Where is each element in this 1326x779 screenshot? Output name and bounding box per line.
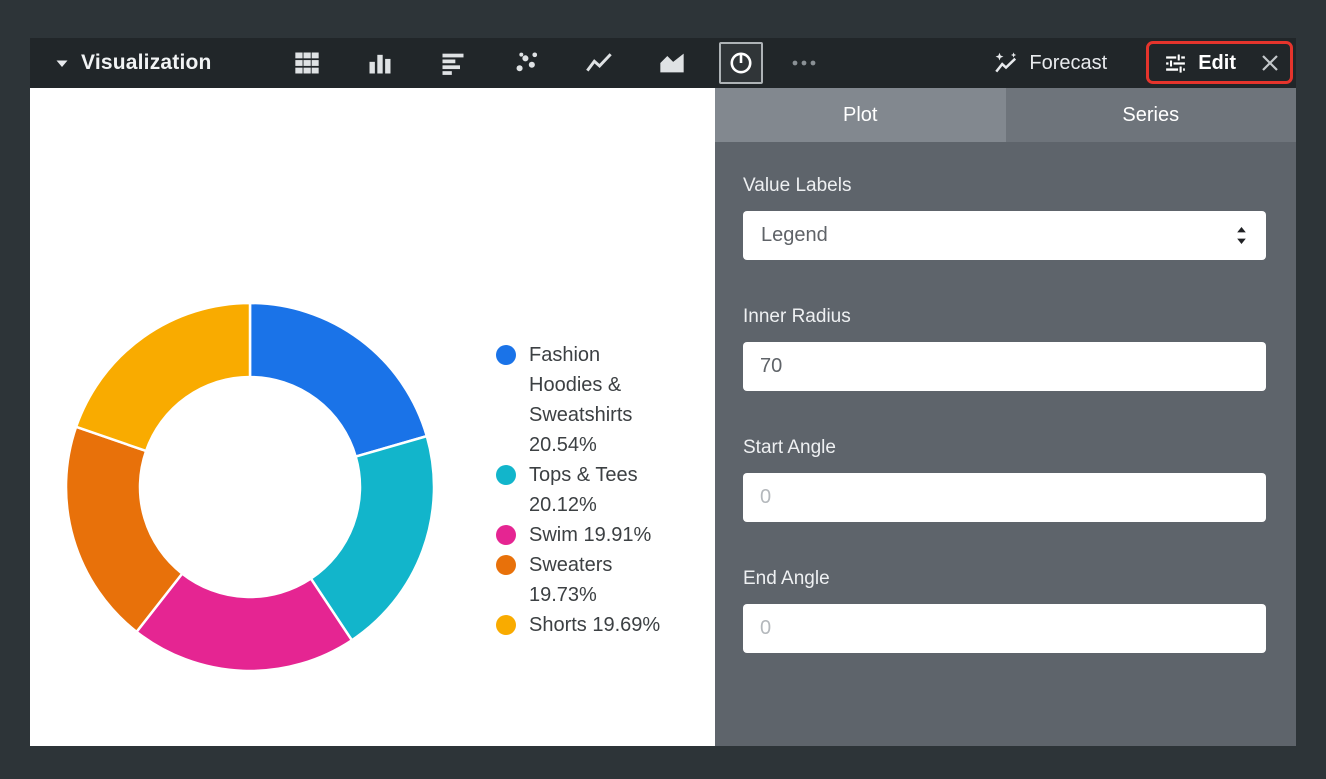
legend-dot <box>496 345 516 365</box>
end-angle-input[interactable] <box>743 604 1266 653</box>
edit-panel: Plot Series Value Labels Legend Inner Ra… <box>715 88 1296 746</box>
value-labels-select[interactable]: Legend <box>743 211 1266 260</box>
legend-label: Tops & Tees 20.12% <box>529 464 638 516</box>
forecast-button[interactable]: Forecast <box>993 50 1107 76</box>
pie-chart-type-selected[interactable] <box>718 42 763 84</box>
close-edit-button[interactable] <box>1258 51 1282 75</box>
forecast-sparkle-icon <box>995 52 1017 73</box>
visualization-window: Visualization <box>30 38 1296 746</box>
legend-item[interactable]: Shorts 19.69% <box>496 610 711 640</box>
donut-slice[interactable] <box>64 425 184 634</box>
legend-dot <box>496 555 516 575</box>
legend-dot <box>496 465 516 485</box>
visualization-title: Visualization <box>81 51 212 74</box>
forecast-label: Forecast <box>1029 51 1108 74</box>
tab-plot[interactable]: Plot <box>715 88 1006 142</box>
tune-icon <box>1166 52 1186 74</box>
caret-down-icon <box>56 60 68 67</box>
donut-chart <box>64 301 436 673</box>
legend-label: Shorts 19.69% <box>529 614 661 636</box>
more-horiz-icon <box>792 60 815 66</box>
end-angle-label: End Angle <box>743 568 830 589</box>
edit-panel-tabs: Plot Series <box>715 88 1296 142</box>
scatter-chart-icon[interactable] <box>512 49 540 77</box>
donut-slice[interactable] <box>309 434 436 642</box>
value-labels-selected-value: Legend <box>761 224 828 246</box>
tab-series[interactable]: Series <box>1005 88 1296 142</box>
value-labels-field: Value Labels Legend <box>743 175 1266 260</box>
pie-chart-icon <box>727 49 755 77</box>
line-chart-icon[interactable] <box>585 49 613 77</box>
donut-slice[interactable] <box>135 572 354 673</box>
legend-label: Sweaters 19.73% <box>529 554 613 606</box>
inner-radius-label: Inner Radius <box>743 306 851 327</box>
table-chart-icon[interactable] <box>293 49 321 77</box>
viz-type-toolbar <box>293 49 686 77</box>
donut-slice[interactable] <box>248 301 429 458</box>
area-chart-icon[interactable] <box>658 49 686 77</box>
close-icon <box>1262 55 1278 71</box>
legend-dot <box>496 525 516 545</box>
edit-label: Edit <box>1198 51 1236 74</box>
inner-radius-field: Inner Radius <box>743 306 1266 391</box>
start-angle-field: Start Angle <box>743 437 1266 522</box>
chart-canvas: Fashion Hoodies & Sweatshirts 20.54% Tops… <box>30 88 715 746</box>
column-chart-icon[interactable] <box>366 49 394 77</box>
chart-legend: Fashion Hoodies & Sweatshirts 20.54% Tops… <box>496 340 711 640</box>
legend-item[interactable]: Fashion Hoodies & Sweatshirts 20.54% <box>496 340 711 460</box>
edit-button[interactable]: Edit <box>1163 51 1236 76</box>
more-viz-types-button[interactable] <box>785 51 823 75</box>
bar-chart-icon[interactable] <box>439 49 467 77</box>
legend-item[interactable]: Sweaters 19.73% <box>496 550 711 610</box>
legend-dot <box>496 615 516 635</box>
legend-item[interactable]: Swim 19.91% <box>496 520 711 550</box>
updown-arrows-icon <box>1237 227 1246 244</box>
legend-label: Fashion Hoodies & Sweatshirts 20.54% <box>529 344 633 456</box>
inner-radius-input[interactable] <box>743 342 1266 391</box>
legend-item[interactable]: Tops & Tees 20.12% <box>496 460 711 520</box>
visualization-header: Visualization <box>30 38 1296 88</box>
donut-slice[interactable] <box>74 301 252 453</box>
visualization-section-toggle[interactable]: Visualization <box>55 51 212 75</box>
end-angle-field: End Angle <box>743 568 1266 653</box>
start-angle-label: Start Angle <box>743 437 836 458</box>
plot-settings-fields: Value Labels Legend Inner Radius Start A… <box>715 142 1296 699</box>
legend-label: Swim 19.91% <box>529 524 652 546</box>
start-angle-input[interactable] <box>743 473 1266 522</box>
value-labels-label: Value Labels <box>743 175 852 196</box>
window-content: Fashion Hoodies & Sweatshirts 20.54% Tops… <box>30 88 1296 746</box>
